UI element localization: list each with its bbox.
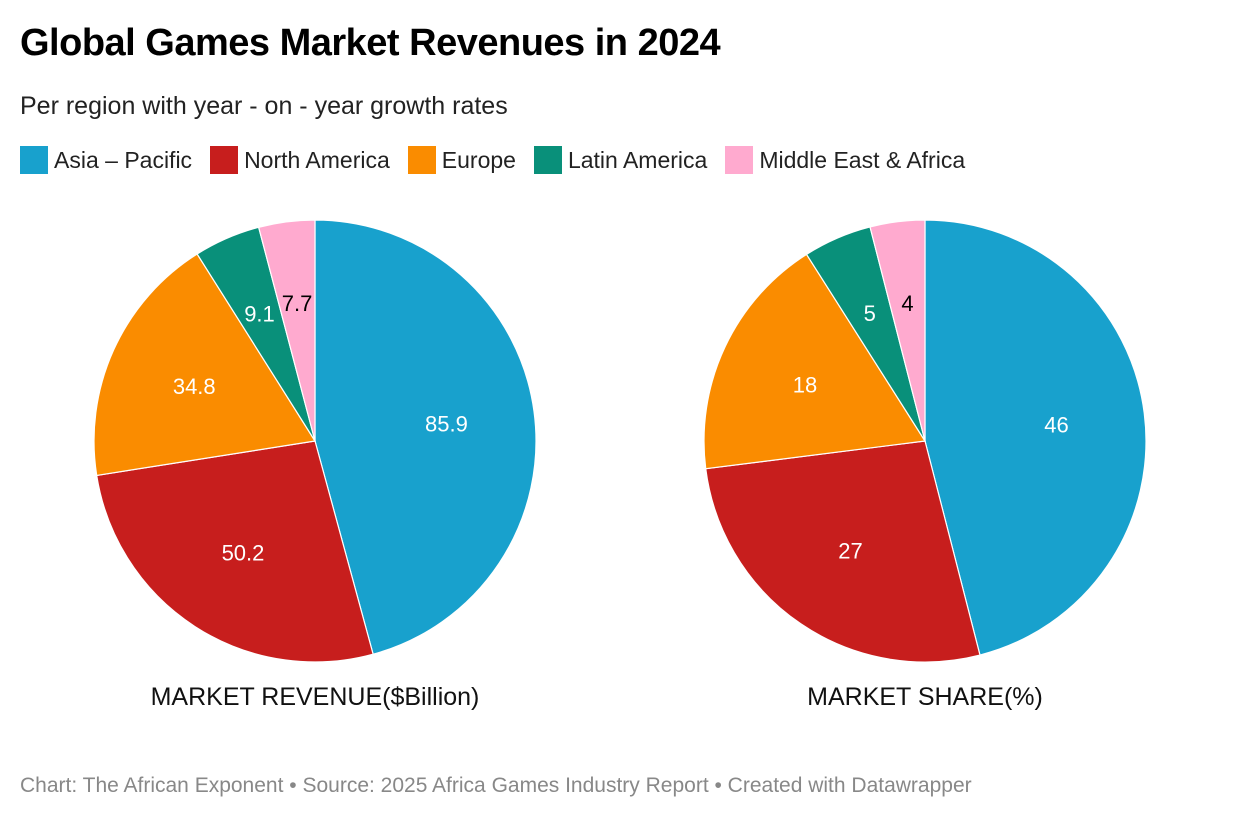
pie-slice-north-america — [705, 440, 981, 663]
pie-label-north-america: 50.2 — [222, 540, 265, 565]
pie-slice-north-america — [96, 440, 374, 663]
legend-item-north-america: North America — [210, 146, 390, 174]
legend-item-middle-east-africa: Middle East & Africa — [725, 146, 965, 174]
pie-label-middle-east-africa: 7.7 — [282, 291, 313, 316]
chart-title: Global Games Market Revenues in 2024 — [20, 22, 721, 64]
legend-item-latin-america: Latin America — [533, 146, 708, 174]
legend-swatch — [533, 146, 562, 174]
pie-title-revenue: MARKET REVENUE($Billion) — [150, 683, 480, 711]
legend-swatch — [725, 146, 754, 174]
pie-label-europe: 34.8 — [173, 374, 216, 399]
pie-slice-middle-east-africa — [257, 219, 316, 442]
pie-label-latin-america: 5 — [864, 301, 876, 326]
pie-label-europe: 18 — [793, 373, 817, 398]
legend-label: North America — [244, 146, 390, 173]
pie-title-share: MARKET SHARE(%) — [807, 683, 1043, 711]
legend-swatch — [20, 146, 48, 174]
pie-label-asia-pacific: 46 — [1044, 412, 1068, 437]
legend-swatch — [407, 146, 436, 174]
pie-label-middle-east-africa: 4 — [901, 291, 913, 316]
legend-label: Middle East & Africa — [759, 146, 966, 173]
pie-slice-europe — [93, 253, 316, 477]
pie-label-north-america: 27 — [838, 539, 862, 564]
legend-label: Latin America — [567, 146, 708, 173]
legend-item-asia-pacific: Asia – Pacific — [20, 146, 192, 174]
legend-label: Asia – Pacific — [54, 146, 193, 173]
chart-subtitle: Per region with year - on - year growth … — [20, 92, 508, 120]
pie-slice-asia-pacific — [924, 219, 1147, 656]
legend: Asia – Pacific North America Europe Lati… — [20, 146, 965, 174]
pie-slice-middle-east-africa — [869, 219, 926, 442]
legend-item-europe: Europe — [407, 146, 516, 174]
pie-slice-europe — [703, 253, 927, 470]
pie-label-asia-pacific: 85.9 — [425, 411, 468, 436]
pie-label-latin-america: 9.1 — [244, 301, 275, 326]
legend-label: Europe — [441, 146, 516, 173]
legend-swatch — [210, 146, 239, 174]
pie-slice-asia-pacific — [314, 219, 537, 655]
chart-footer: Chart: The African Exponent • Source: 20… — [20, 774, 972, 797]
